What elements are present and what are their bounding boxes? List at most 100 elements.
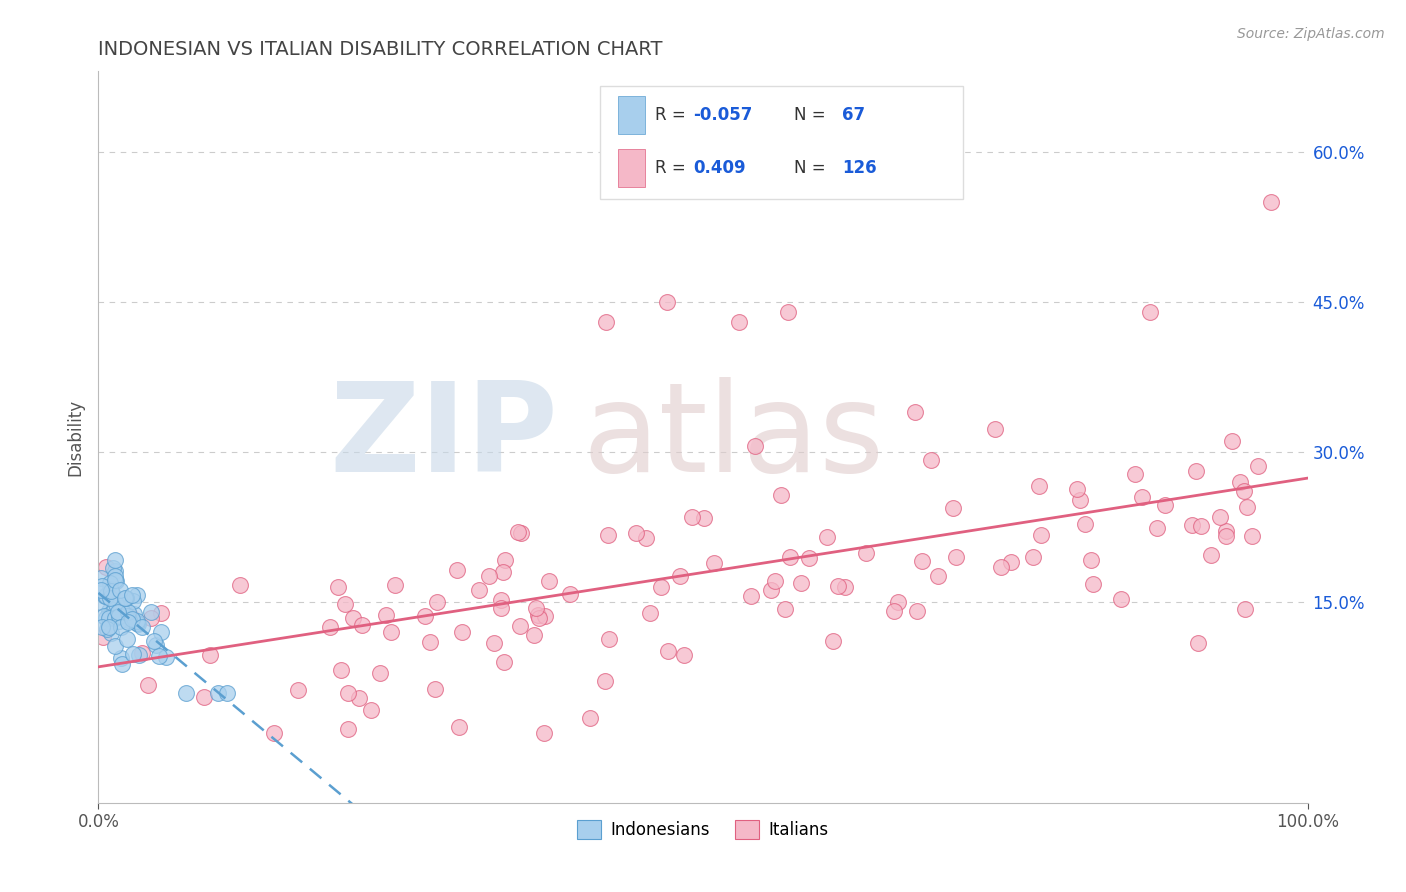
Point xyxy=(537,574,560,589)
Point xyxy=(779,549,801,564)
Point xyxy=(1233,484,1256,499)
Point xyxy=(984,422,1007,436)
Point xyxy=(510,526,533,541)
Point xyxy=(1031,528,1053,542)
Point xyxy=(90,583,112,598)
Point xyxy=(703,557,725,571)
Point xyxy=(419,635,441,649)
Point xyxy=(945,550,967,565)
Point xyxy=(103,560,125,574)
Point xyxy=(107,609,129,624)
Point xyxy=(789,576,811,591)
Point xyxy=(1247,459,1270,474)
Point xyxy=(672,648,695,662)
Point xyxy=(136,678,159,692)
Point xyxy=(352,618,374,632)
Point xyxy=(595,315,617,329)
Point xyxy=(942,501,965,516)
Point xyxy=(759,583,782,598)
Point xyxy=(1123,467,1146,482)
Point xyxy=(593,674,616,689)
Point xyxy=(127,615,149,630)
Point xyxy=(1146,521,1168,535)
Point xyxy=(1080,553,1102,567)
Point xyxy=(1215,529,1237,543)
Point xyxy=(478,569,501,583)
Point xyxy=(104,598,127,612)
Point xyxy=(155,650,177,665)
Text: Source: ZipAtlas.com: Source: ZipAtlas.com xyxy=(1237,27,1385,41)
Point xyxy=(141,605,163,619)
Point xyxy=(121,588,143,602)
Point xyxy=(494,553,516,567)
Text: 126: 126 xyxy=(842,159,877,177)
Point xyxy=(108,582,131,597)
Point xyxy=(131,620,153,634)
Point xyxy=(104,574,127,589)
Point xyxy=(763,574,786,589)
Point xyxy=(110,619,132,633)
Point xyxy=(426,595,449,609)
Point xyxy=(523,628,546,642)
Point xyxy=(669,569,692,583)
Point xyxy=(229,578,252,592)
FancyBboxPatch shape xyxy=(600,86,963,200)
Point xyxy=(111,598,134,612)
Y-axis label: Disability: Disability xyxy=(66,399,84,475)
Point xyxy=(103,603,125,617)
Point xyxy=(368,666,391,681)
Point xyxy=(558,587,581,601)
Point xyxy=(927,569,949,583)
Point xyxy=(114,591,136,605)
Point xyxy=(1209,510,1232,524)
Point xyxy=(489,600,512,615)
Point xyxy=(148,648,170,663)
Point xyxy=(97,610,120,624)
Point xyxy=(446,563,468,577)
Point xyxy=(328,580,350,594)
Point xyxy=(1181,518,1204,533)
Point xyxy=(638,607,661,621)
Point xyxy=(101,586,124,600)
Point xyxy=(100,584,122,599)
Point xyxy=(527,610,550,624)
Point xyxy=(1187,636,1209,650)
Point xyxy=(150,624,173,639)
Point xyxy=(336,722,359,736)
Point xyxy=(127,614,149,628)
Point xyxy=(1081,577,1104,591)
Point xyxy=(797,551,820,566)
Point xyxy=(1028,479,1050,493)
Point xyxy=(489,592,512,607)
Text: R =: R = xyxy=(655,106,690,124)
Point xyxy=(174,685,197,699)
Point xyxy=(215,685,238,699)
Point xyxy=(117,605,139,619)
Text: 67: 67 xyxy=(842,106,865,124)
Point xyxy=(110,651,132,665)
Point xyxy=(598,632,620,647)
Point xyxy=(104,611,127,625)
Point xyxy=(482,636,505,650)
Point xyxy=(97,604,120,618)
Point xyxy=(287,682,309,697)
Point xyxy=(775,601,797,615)
Point xyxy=(121,612,143,626)
Point xyxy=(335,597,357,611)
Point xyxy=(509,619,531,633)
Legend: Indonesians, Italians: Indonesians, Italians xyxy=(571,814,835,846)
Point xyxy=(911,553,934,567)
Point xyxy=(374,608,396,623)
Point xyxy=(534,608,557,623)
Point xyxy=(263,725,285,739)
Point xyxy=(96,611,118,625)
Point xyxy=(115,632,138,646)
Text: N =: N = xyxy=(793,106,831,124)
Point xyxy=(1215,524,1237,538)
Point xyxy=(527,608,550,623)
Point xyxy=(336,686,359,700)
Point xyxy=(886,594,908,608)
Point xyxy=(91,630,114,644)
Point xyxy=(1260,194,1282,209)
Point xyxy=(122,594,145,608)
